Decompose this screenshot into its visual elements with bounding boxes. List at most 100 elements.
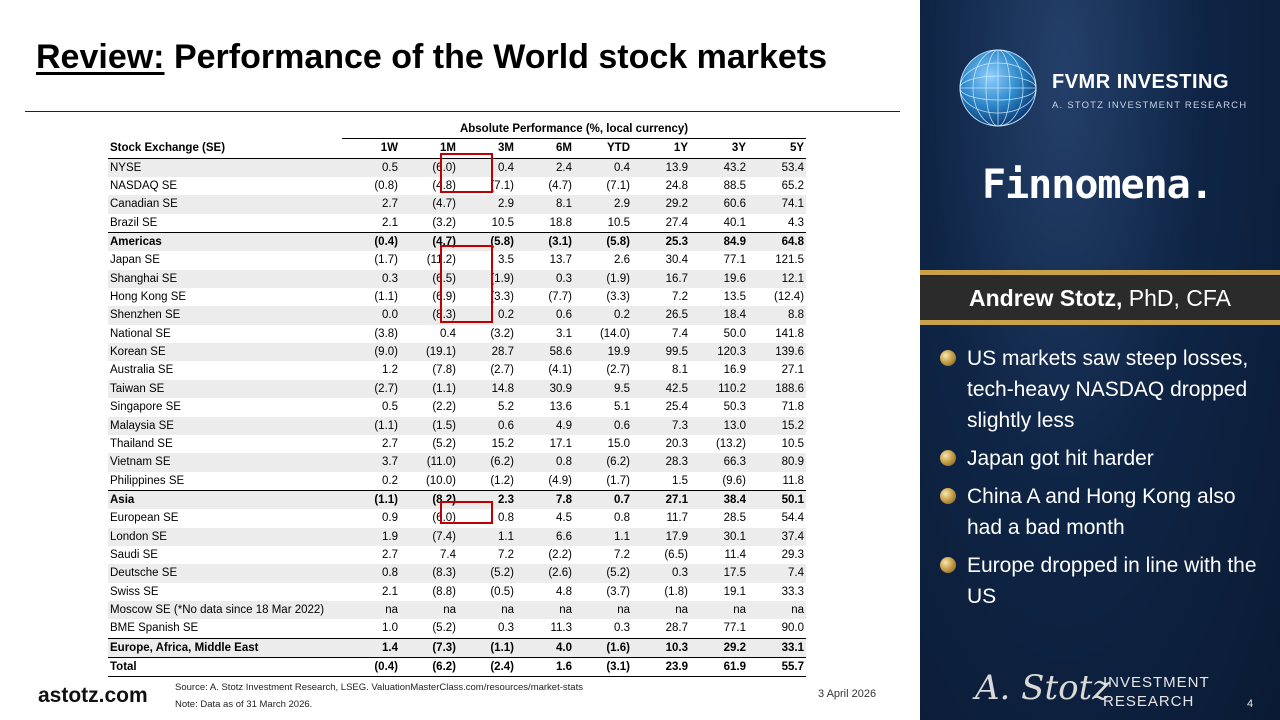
perf-cell-5y: na — [748, 600, 807, 620]
perf-cell-1w: (0.4) — [342, 656, 400, 678]
perf-cell-3y: 66.3 — [690, 453, 748, 472]
perf-cell-1w: (1.1) — [342, 489, 400, 510]
perf-cell-3y: 77.1 — [690, 619, 748, 639]
perf-cell-1y: 24.8 — [632, 177, 690, 196]
perf-cell-1w: na — [342, 600, 400, 620]
table-row: Brazil SE 2.1 (3.2) 10.5 18.8 10.5 27.4 40.1 4.3 — [108, 213, 807, 233]
perf-cell-1m: (5.2) — [400, 619, 458, 639]
perf-cell-1w: 2.7 — [342, 195, 400, 214]
perf-cell-5y: 64.8 — [748, 232, 807, 252]
exchange-name: Moscow SE (*No data since 18 Mar 2022) — [108, 600, 342, 620]
perf-cell-1m: 7.4 — [400, 545, 458, 565]
perf-cell-1w: 0.2 — [342, 471, 400, 491]
perf-cell-1m: (8.3) — [400, 306, 458, 325]
column-header-5y: 5Y — [748, 138, 807, 159]
perf-cell-5y: 10.5 — [748, 434, 807, 454]
perf-cell-1y: 25.4 — [632, 398, 690, 417]
perf-cell-ytd: (5.8) — [574, 232, 632, 252]
perf-cell-1w: 2.7 — [342, 434, 400, 454]
table-row-aggregate: Total (0.4) (6.2) (2.4) 1.6 (3.1) 23.9 61.9 55.7 — [108, 656, 807, 678]
exchange-name: Taiwan SE — [108, 379, 342, 399]
perf-cell-6m: 4.0 — [516, 637, 574, 658]
perf-cell-6m: (3.1) — [516, 232, 574, 252]
perf-cell-1w: 1.0 — [342, 619, 400, 639]
perf-cell-1m: (6.2) — [400, 656, 458, 678]
table-row: BME Spanish SE 1.0 (5.2) 0.3 11.3 0.3 28.7 77.1… — [108, 619, 807, 639]
perf-cell-6m: 7.8 — [516, 489, 574, 510]
perf-cell-ytd: (1.7) — [574, 471, 632, 491]
exchange-name: Asia — [108, 489, 342, 510]
perf-cell-1m: (8.8) — [400, 582, 458, 601]
perf-cell-1w: (2.7) — [342, 379, 400, 399]
perf-cell-5y: 139.6 — [748, 343, 807, 362]
perf-cell-3m: (6.2) — [458, 453, 516, 472]
perf-cell-ytd: (14.0) — [574, 324, 632, 344]
perf-cell-3y: (13.2) — [690, 434, 748, 454]
perf-cell-6m: 0.8 — [516, 453, 574, 472]
perf-cell-6m: 1.6 — [516, 656, 574, 678]
perf-cell-ytd: 0.7 — [574, 489, 632, 510]
bullet-dot-icon — [940, 488, 956, 504]
bullet-dot-icon — [940, 557, 956, 573]
perf-cell-1m: (1.5) — [400, 416, 458, 435]
perf-cell-6m: (4.1) — [516, 361, 574, 380]
bullet-text: China A and Hong Kong also had a bad mon… — [967, 485, 1236, 539]
perf-cell-3y: 13.0 — [690, 416, 748, 435]
table-row: Moscow SE (*No data since 18 Mar 2022) na… — [108, 600, 807, 620]
perf-cell-1m: (8.2) — [400, 489, 458, 510]
perf-cell-3y: 13.5 — [690, 288, 748, 307]
perf-cell-3m: 15.2 — [458, 434, 516, 454]
perf-cell-3y: 50.3 — [690, 398, 748, 417]
perf-cell-ytd: 2.6 — [574, 251, 632, 270]
name-column-header: Stock Exchange (SE) — [108, 138, 342, 159]
perf-cell-1m: (4.7) — [400, 232, 458, 252]
perf-cell-5y: 12.1 — [748, 269, 807, 289]
table-row: Philippines SE 0.2 (10.0) (1.2) (4.9) (1.7) 1.… — [108, 471, 807, 491]
table-row-aggregate: Asia (1.1) (8.2) 2.3 7.8 0.7 27.1 38.4 50.1 — [108, 489, 807, 510]
perf-cell-3y: 77.1 — [690, 251, 748, 270]
perf-cell-3y: 17.5 — [690, 564, 748, 583]
perf-cell-6m: (2.6) — [516, 564, 574, 583]
perf-cell-6m: 13.6 — [516, 398, 574, 417]
perf-cell-3m: 3.5 — [458, 251, 516, 270]
signature-logo: A. Stotz — [975, 668, 1111, 708]
bullet-text: US markets saw steep losses, tech-heavy … — [967, 347, 1249, 432]
perf-cell-6m: 0.6 — [516, 306, 574, 325]
perf-cell-3y: 16.9 — [690, 361, 748, 380]
perf-cell-1y: (6.5) — [632, 545, 690, 565]
column-header-1m: 1M — [400, 138, 458, 159]
logo-text-line1: INVESTMENT — [1103, 674, 1210, 691]
perf-cell-6m: 2.4 — [516, 158, 574, 178]
brand-name: FVMR INVESTING — [1052, 71, 1230, 93]
perf-cell-3m: 10.5 — [458, 213, 516, 233]
column-header-3m: 3M — [458, 138, 516, 159]
table-row-aggregate: Europe, Africa, Middle East 1.4 (7.3) (1.1)… — [108, 637, 807, 658]
perf-cell-3y: 30.1 — [690, 527, 748, 546]
perf-cell-1m: (6.5) — [400, 269, 458, 289]
perf-cell-3m: 0.8 — [458, 509, 516, 528]
perf-cell-1w: (3.8) — [342, 324, 400, 344]
exchange-name: London SE — [108, 527, 342, 546]
data-note: Note: Data as of 31 March 2026. — [175, 699, 313, 710]
perf-cell-3y: 43.2 — [690, 158, 748, 178]
exchange-name: Korean SE — [108, 343, 342, 362]
perf-cell-3y: 38.4 — [690, 489, 748, 510]
exchange-name: Philippines SE — [108, 471, 342, 491]
perf-cell-1m: (8.3) — [400, 564, 458, 583]
perf-cell-1y: 42.5 — [632, 379, 690, 399]
perf-cell-3m: na — [458, 600, 516, 620]
perf-cell-1m: (11.0) — [400, 453, 458, 472]
bullet-dot-icon — [940, 450, 956, 466]
slide-title: Review: Performance of the World stock m… — [36, 38, 827, 77]
perf-cell-3m: (1.1) — [458, 637, 516, 658]
perf-cell-3m: (1.2) — [458, 471, 516, 491]
perf-cell-5y: 188.6 — [748, 379, 807, 399]
perf-cell-1w: 0.5 — [342, 398, 400, 417]
perf-cell-1y: 8.1 — [632, 361, 690, 380]
perf-cell-5y: 121.5 — [748, 251, 807, 270]
exchange-name: Shanghai SE — [108, 269, 342, 289]
perf-cell-3m: 0.2 — [458, 306, 516, 325]
perf-cell-6m: 17.1 — [516, 434, 574, 454]
exchange-name: Australia SE — [108, 361, 342, 380]
perf-cell-ytd: 0.2 — [574, 306, 632, 325]
